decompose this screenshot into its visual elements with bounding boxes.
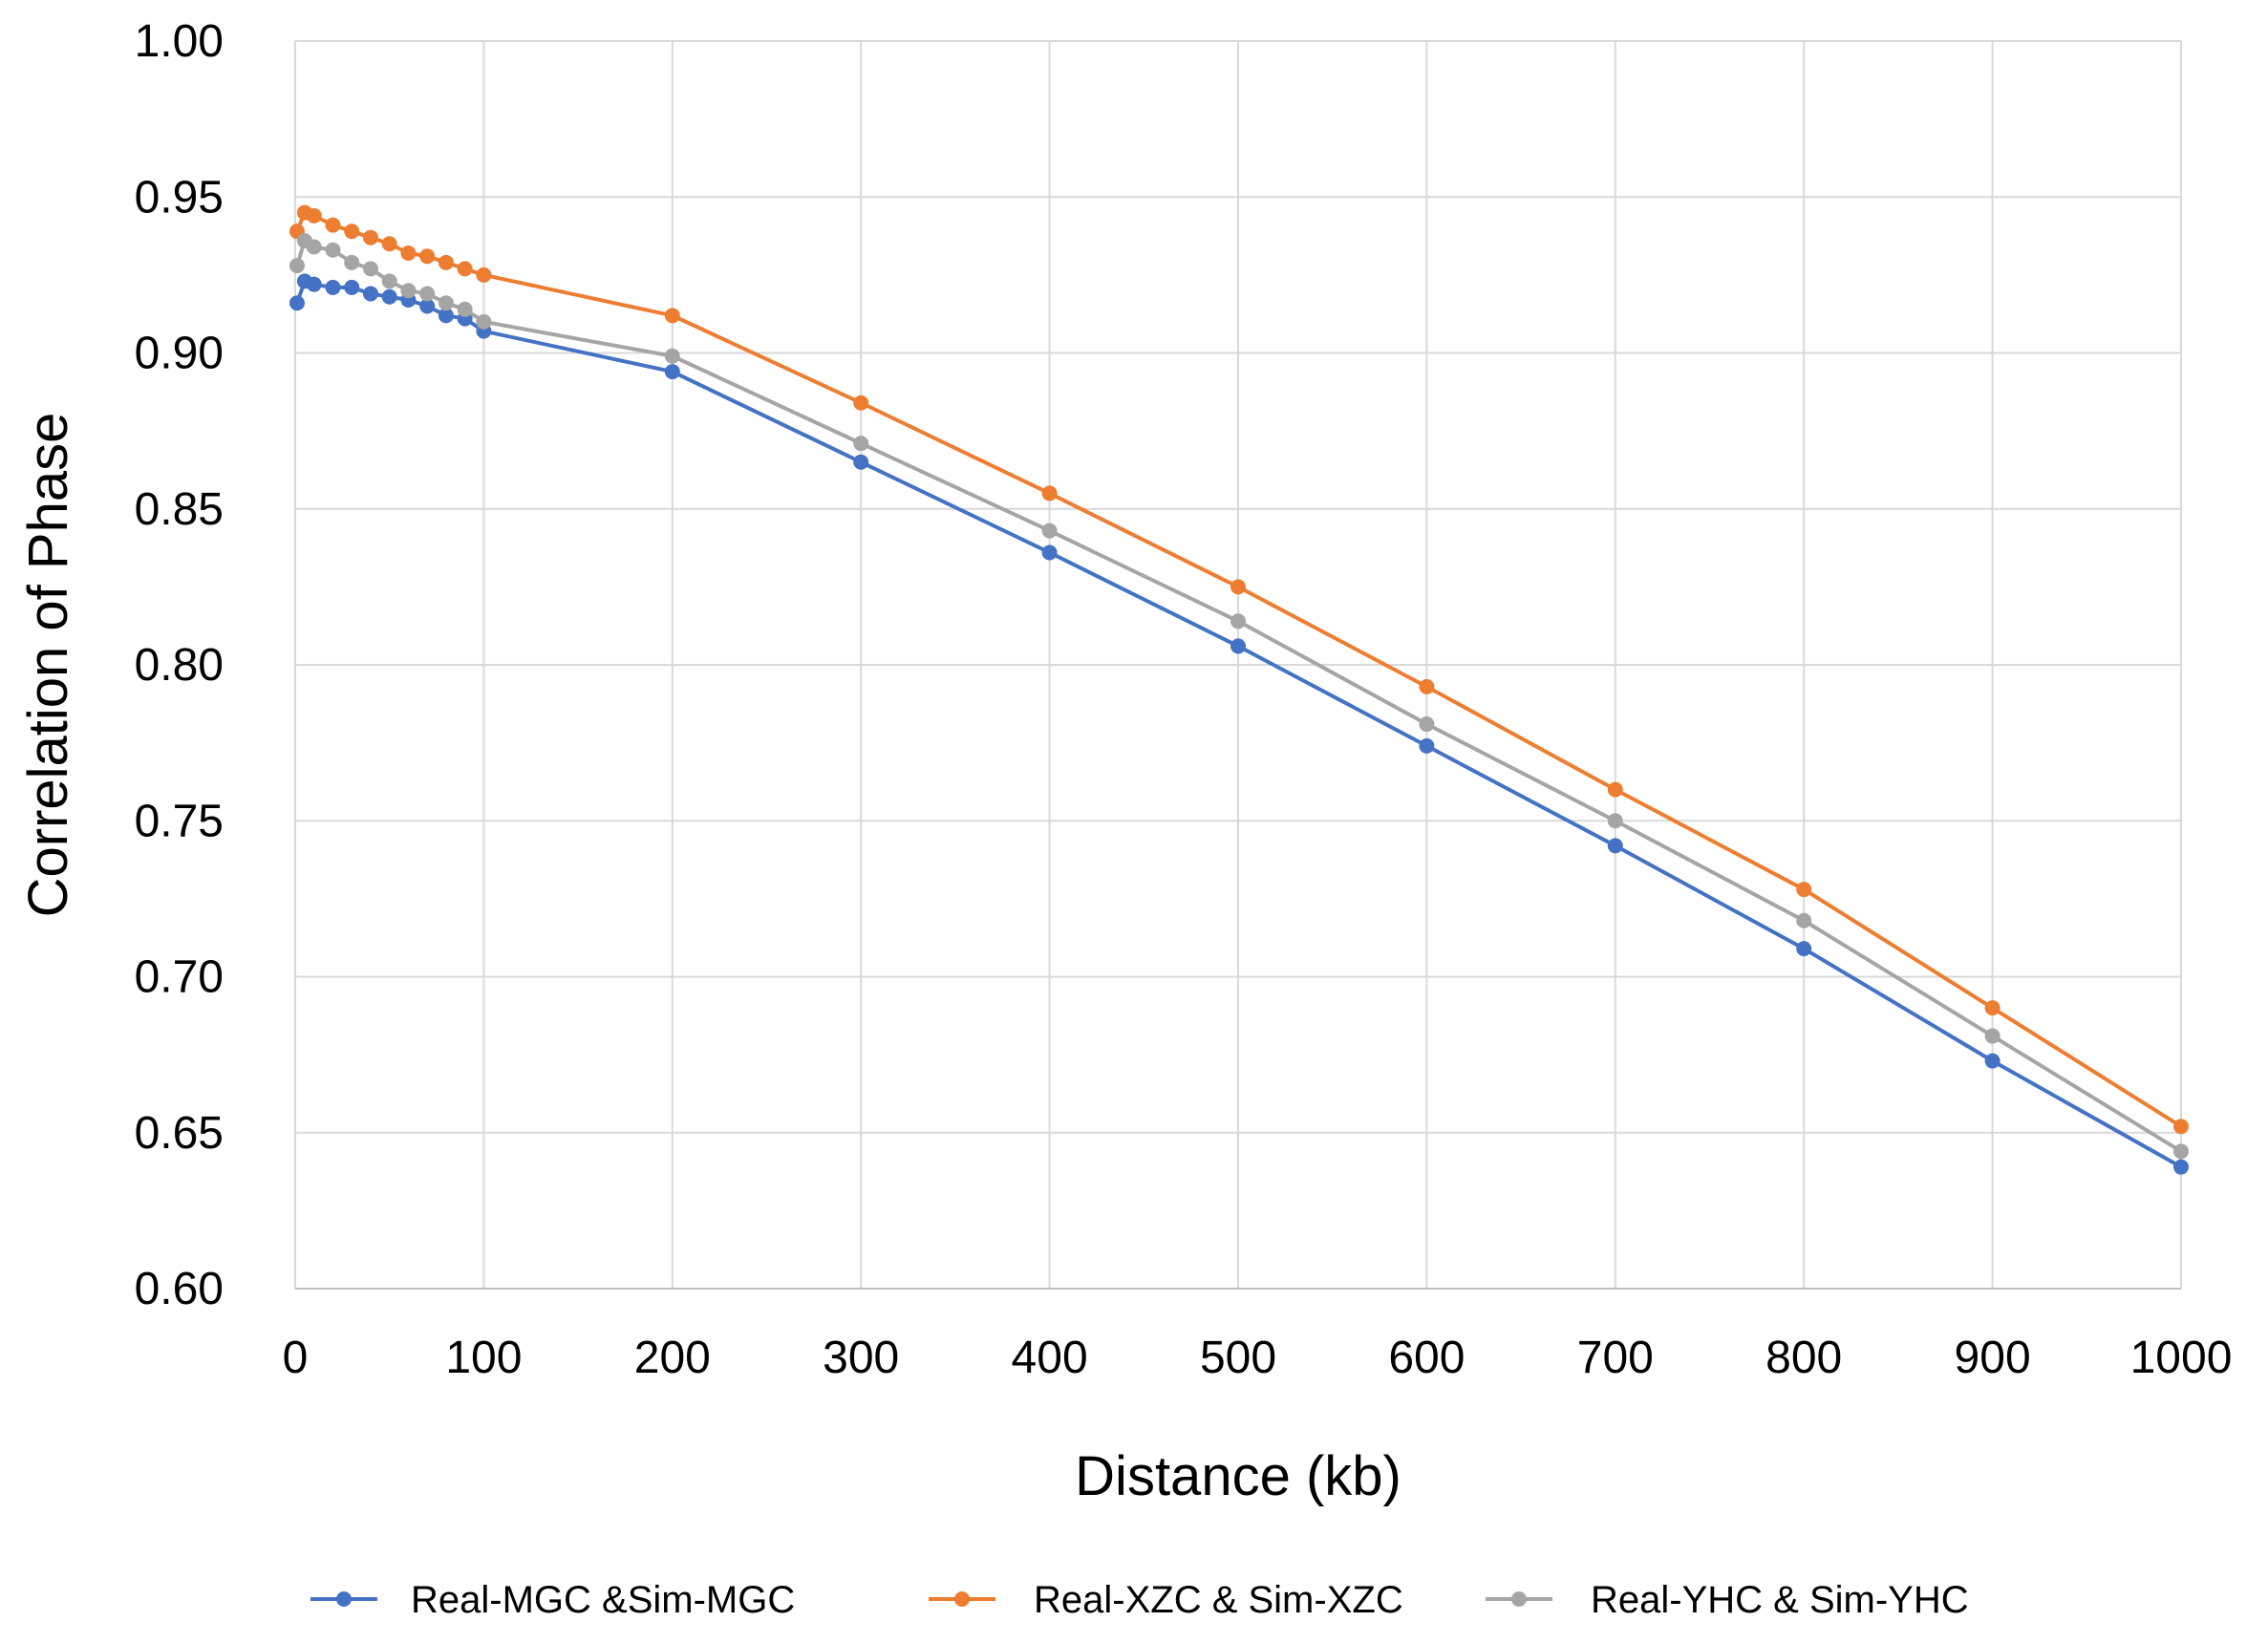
data-point xyxy=(2173,1119,2189,1135)
y-tick-label: 0.85 xyxy=(135,484,224,535)
data-point xyxy=(1607,813,1623,829)
x-tick-label: 100 xyxy=(445,1333,522,1383)
data-point xyxy=(362,286,378,302)
data-point xyxy=(289,295,305,311)
data-point xyxy=(457,261,473,277)
data-point xyxy=(306,276,322,292)
y-tick-label: 0.65 xyxy=(135,1108,224,1159)
data-point xyxy=(853,454,869,470)
y-tick-label: 0.80 xyxy=(135,640,224,691)
series-group xyxy=(289,204,2189,1175)
data-point xyxy=(362,261,378,277)
data-point xyxy=(362,229,378,245)
legend: Real-MGC &Sim-MGC Real-XZC & Sim-XZC Real-… xyxy=(310,1579,1969,1621)
x-tick-label: 0 xyxy=(283,1333,309,1383)
x-tick-label: 800 xyxy=(1765,1333,1842,1383)
tick-labels: 0.60 0.65 0.70 0.75 0.80 0.85 0.90 0.95 1.00 0 100… xyxy=(135,16,2233,1383)
legend-label: Real-YHC & Sim-YHC xyxy=(1591,1579,1969,1621)
data-point xyxy=(1419,678,1435,694)
y-tick-label: 0.95 xyxy=(135,172,224,223)
data-point xyxy=(325,279,341,295)
data-point xyxy=(344,279,360,295)
data-point xyxy=(306,207,322,224)
data-point xyxy=(1984,1000,2001,1016)
y-tick-label: 0.70 xyxy=(135,952,224,1003)
legend-label: Real-XZC & Sim-XZC xyxy=(1034,1579,1403,1621)
x-tick-label: 600 xyxy=(1388,1333,1465,1383)
data-point xyxy=(1419,737,1435,754)
data-point xyxy=(438,254,454,270)
data-point xyxy=(1607,838,1623,854)
x-axis-title: Distance (kb) xyxy=(1075,1445,1401,1507)
data-point xyxy=(457,301,473,317)
data-point xyxy=(853,436,869,452)
x-tick-label: 500 xyxy=(1200,1333,1276,1383)
series-1 xyxy=(289,273,2189,1175)
data-point xyxy=(325,242,341,258)
data-point xyxy=(476,313,492,330)
data-point xyxy=(853,395,869,411)
data-point xyxy=(381,288,397,305)
legend-swatch-marker xyxy=(954,1591,970,1607)
data-point xyxy=(419,298,436,314)
data-point xyxy=(1796,882,1812,898)
x-tick-label: 300 xyxy=(823,1333,899,1383)
y-tick-label: 0.60 xyxy=(135,1264,224,1314)
legend-item-3: Real-YHC & Sim-YHC xyxy=(1486,1579,1969,1621)
y-tick-label: 0.75 xyxy=(135,796,224,846)
data-point xyxy=(1796,912,1812,928)
x-tick-label: 700 xyxy=(1577,1333,1654,1383)
x-tick-label: 200 xyxy=(634,1333,711,1383)
data-point xyxy=(306,239,322,255)
data-point xyxy=(2173,1143,2189,1160)
data-point xyxy=(419,248,436,265)
data-point xyxy=(381,273,397,289)
series-2 xyxy=(289,204,2189,1135)
data-point xyxy=(1041,523,1058,539)
y-tick-label: 0.90 xyxy=(135,329,224,379)
data-point xyxy=(1419,716,1435,733)
data-point xyxy=(400,245,417,262)
legend-swatch-marker xyxy=(336,1591,352,1607)
data-point xyxy=(1230,579,1246,595)
data-point xyxy=(664,348,680,364)
data-point xyxy=(1796,941,1812,957)
data-point xyxy=(325,217,341,233)
legend-label: Real-MGC &Sim-MGC xyxy=(411,1579,795,1621)
grid xyxy=(294,40,2182,1290)
x-tick-label: 400 xyxy=(1012,1333,1088,1383)
data-point xyxy=(2173,1159,2189,1175)
data-point xyxy=(1984,1053,2001,1069)
data-point xyxy=(419,286,436,302)
data-point xyxy=(1041,485,1058,501)
data-point xyxy=(1984,1028,2001,1044)
data-point xyxy=(1230,638,1246,654)
data-point xyxy=(438,295,454,311)
y-tick-label: 1.00 xyxy=(135,16,224,67)
data-point xyxy=(289,258,305,274)
x-tick-label: 1000 xyxy=(2130,1333,2233,1383)
data-point xyxy=(1041,544,1058,561)
legend-swatch-marker xyxy=(1511,1591,1527,1607)
data-point xyxy=(438,308,454,324)
data-point xyxy=(664,364,680,380)
data-point xyxy=(476,267,492,283)
data-point xyxy=(664,308,680,324)
data-point xyxy=(400,283,417,299)
series-3 xyxy=(289,232,2189,1160)
data-point xyxy=(1607,781,1623,798)
x-tick-label: 900 xyxy=(1955,1333,2031,1383)
data-point xyxy=(344,224,360,240)
data-point xyxy=(1230,613,1246,629)
data-point xyxy=(344,254,360,270)
y-axis-title: Correlation of Phase xyxy=(17,413,79,918)
legend-item-1: Real-MGC &Sim-MGC xyxy=(310,1579,795,1621)
legend-item-2: Real-XZC & Sim-XZC xyxy=(929,1579,1403,1621)
data-point xyxy=(381,236,397,252)
